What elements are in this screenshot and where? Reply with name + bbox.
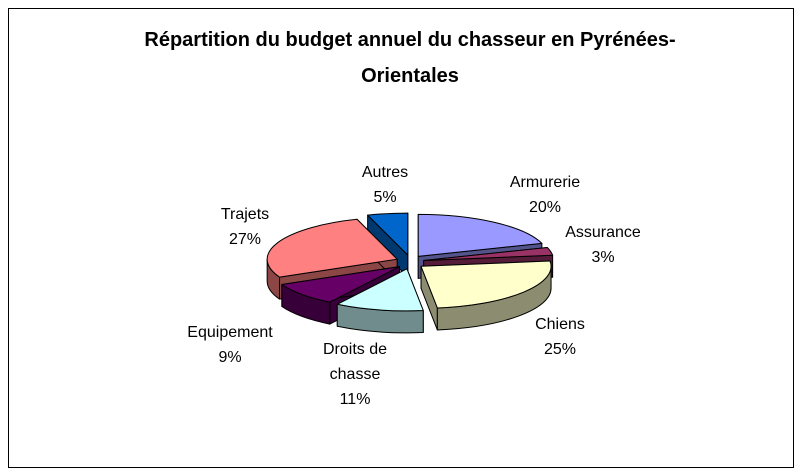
category-label: Droits de chasse — [322, 341, 388, 383]
slice-label: Trajets 27% — [190, 202, 300, 252]
pie-slice — [281, 266, 400, 303]
value-label: 9% — [218, 349, 242, 366]
slice-label: Armurerie 20% — [490, 170, 600, 220]
slice-label: Chiens 25% — [505, 312, 615, 362]
value-label: 20% — [528, 199, 562, 216]
category-label: Equipement — [187, 324, 273, 341]
pie-slice — [336, 268, 424, 312]
slice-label: Droits de chasse 11% — [310, 337, 400, 412]
category-label: Trajets — [220, 206, 270, 223]
value-label: 5% — [373, 189, 397, 206]
category-label: Chiens — [535, 316, 585, 333]
pie-slice — [367, 212, 409, 256]
category-label: Autres — [361, 164, 409, 181]
pie-slice — [266, 218, 398, 278]
chart-title: Répartition du budget annuel du chasseur… — [144, 29, 676, 87]
pie-slice — [420, 260, 552, 309]
pie-slice — [423, 246, 554, 261]
pie-slice — [417, 213, 543, 257]
page: Répartition du budget annuel du chasseur… — [8, 8, 794, 468]
slice-label: Autres 5% — [330, 160, 440, 210]
chart — [266, 212, 554, 334]
value-label: 25% — [543, 341, 577, 358]
value-label: 3% — [591, 249, 615, 266]
category-label: Assurance — [565, 224, 641, 241]
category-label: Armurerie — [509, 174, 581, 191]
slice-label: Equipement 9% — [175, 320, 285, 370]
value-label: 27% — [228, 231, 262, 248]
slice-label: Assurance 3% — [548, 220, 658, 270]
value-label: 11% — [339, 391, 371, 408]
